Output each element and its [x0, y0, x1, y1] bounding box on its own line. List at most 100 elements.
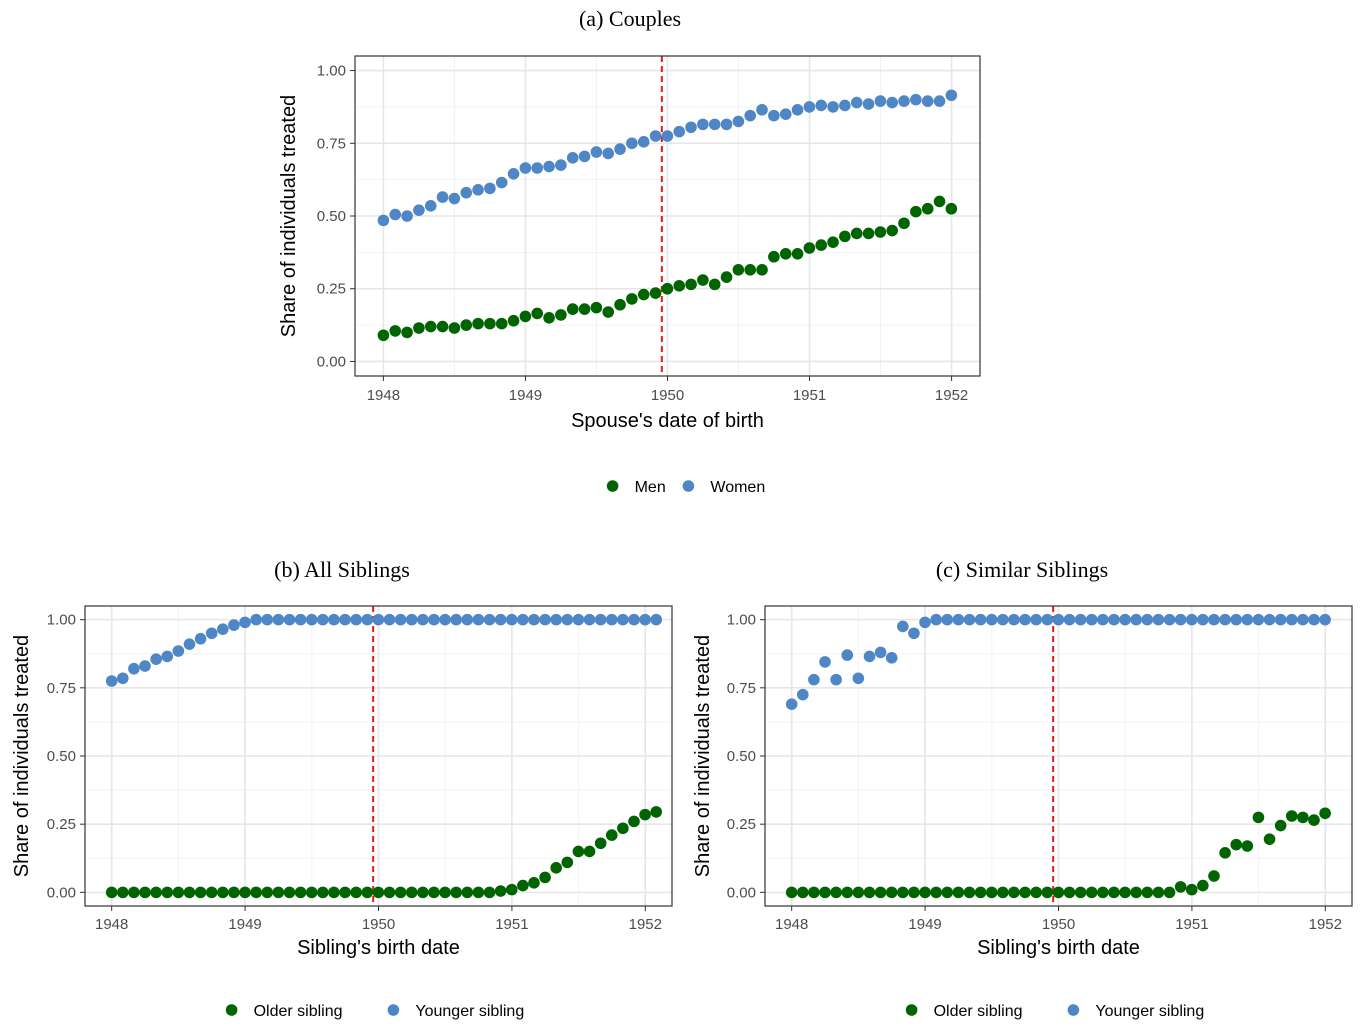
- data-point-younger-sibling: [617, 613, 629, 626]
- y-tick-label: 0.00: [317, 353, 346, 370]
- data-point-men: [401, 326, 413, 339]
- data-point-women: [578, 150, 591, 163]
- data-point-younger-sibling: [1019, 613, 1031, 626]
- data-point-older-sibling: [128, 886, 140, 899]
- data-point-younger-sibling: [239, 616, 251, 629]
- data-point-older-sibling: [963, 886, 976, 899]
- data-point-younger-sibling: [494, 613, 507, 626]
- data-point-older-sibling: [1163, 886, 1176, 899]
- data-point-women: [898, 95, 910, 107]
- data-point-women: [779, 108, 792, 120]
- data-point-younger-sibling: [1174, 613, 1187, 626]
- data-point-men: [436, 320, 449, 333]
- data-point-men: [507, 314, 520, 327]
- data-point-younger-sibling: [963, 613, 976, 626]
- data-point-younger-sibling: [930, 613, 942, 626]
- data-point-older-sibling: [919, 886, 931, 899]
- legend-label: Older sibling: [254, 1003, 343, 1020]
- data-point-younger-sibling: [808, 673, 820, 686]
- data-point-men: [637, 288, 650, 301]
- data-point-younger-sibling: [483, 613, 496, 626]
- data-point-women: [495, 176, 508, 189]
- data-point-women: [555, 159, 567, 171]
- data-point-older-sibling: [650, 806, 663, 818]
- data-point-younger-sibling: [1241, 613, 1254, 626]
- data-point-older-sibling: [339, 886, 351, 899]
- data-point-older-sibling: [1041, 886, 1054, 899]
- data-point-younger-sibling: [150, 653, 162, 665]
- data-point-women: [945, 89, 958, 102]
- data-point-men: [389, 325, 402, 337]
- x-tick-label: 1949: [228, 916, 261, 933]
- data-point-older-sibling: [439, 886, 451, 899]
- data-point-men: [720, 271, 733, 283]
- data-point-older-sibling: [997, 886, 1009, 899]
- data-point-women: [401, 210, 413, 222]
- legend: Men Women: [606, 479, 765, 496]
- y-tick-label: 0.25: [727, 816, 756, 833]
- legend-marker: [1067, 1004, 1080, 1016]
- data-point-older-sibling: [472, 886, 485, 899]
- data-point-younger-sibling: [305, 613, 318, 626]
- data-point-older-sibling: [428, 886, 440, 899]
- data-point-men: [673, 280, 686, 292]
- data-point-men: [945, 202, 958, 215]
- legend-label: Younger sibling: [1095, 1003, 1204, 1020]
- data-point-women: [531, 162, 544, 174]
- data-point-older-sibling: [1185, 883, 1198, 896]
- data-point-younger-sibling: [461, 613, 474, 626]
- data-point-older-sibling: [605, 829, 618, 841]
- data-point-women: [389, 208, 402, 221]
- data-point-men: [377, 329, 390, 342]
- data-point-women: [921, 95, 934, 107]
- data-point-older-sibling: [217, 886, 229, 899]
- data-point-older-sibling: [561, 856, 574, 869]
- data-point-women: [685, 121, 697, 134]
- data-point-younger-sibling: [919, 616, 931, 629]
- x-tick-label: 1948: [775, 916, 808, 933]
- data-point-women: [768, 109, 780, 122]
- data-point-men: [708, 278, 721, 291]
- data-point-older-sibling: [841, 886, 854, 899]
- data-point-women: [649, 130, 662, 142]
- data-point-younger-sibling: [1319, 613, 1331, 626]
- data-point-older-sibling: [150, 886, 162, 899]
- legend-marker: [387, 1004, 400, 1016]
- data-point-older-sibling: [394, 886, 407, 899]
- y-tick-label: 1.00: [317, 63, 346, 80]
- data-point-younger-sibling: [194, 632, 207, 645]
- data-point-younger-sibling: [1141, 613, 1154, 626]
- data-point-younger-sibling: [1063, 613, 1076, 626]
- data-point-younger-sibling: [228, 619, 240, 631]
- data-point-younger-sibling: [941, 613, 954, 626]
- data-point-women: [815, 99, 828, 112]
- data-point-men: [850, 227, 863, 240]
- data-point-older-sibling: [1197, 879, 1209, 892]
- data-point-men: [898, 217, 910, 230]
- data-point-older-sibling: [1052, 886, 1065, 899]
- data-point-younger-sibling: [863, 650, 876, 663]
- panel-title: (b) All Siblings: [274, 557, 410, 582]
- data-point-younger-sibling: [639, 613, 651, 626]
- data-point-younger-sibling: [1085, 613, 1098, 626]
- data-point-younger-sibling: [885, 652, 898, 664]
- x-tick-label: 1950: [1042, 916, 1075, 933]
- data-point-men: [697, 274, 709, 286]
- data-point-younger-sibling: [417, 613, 429, 626]
- data-point-older-sibling: [261, 886, 274, 899]
- data-point-younger-sibling: [841, 649, 854, 661]
- data-point-younger-sibling: [796, 688, 809, 701]
- data-point-younger-sibling: [874, 646, 887, 659]
- data-point-men: [827, 236, 839, 248]
- data-point-younger-sibling: [561, 613, 574, 626]
- data-point-older-sibling: [1063, 886, 1076, 899]
- data-point-men: [803, 242, 816, 254]
- data-point-men: [839, 230, 851, 243]
- data-point-younger-sibling: [183, 638, 196, 650]
- data-point-younger-sibling: [394, 613, 407, 626]
- data-point-younger-sibling: [997, 613, 1009, 626]
- panel-title: (a) Couples: [579, 6, 681, 31]
- data-point-women: [803, 101, 816, 113]
- data-point-younger-sibling: [1052, 613, 1065, 626]
